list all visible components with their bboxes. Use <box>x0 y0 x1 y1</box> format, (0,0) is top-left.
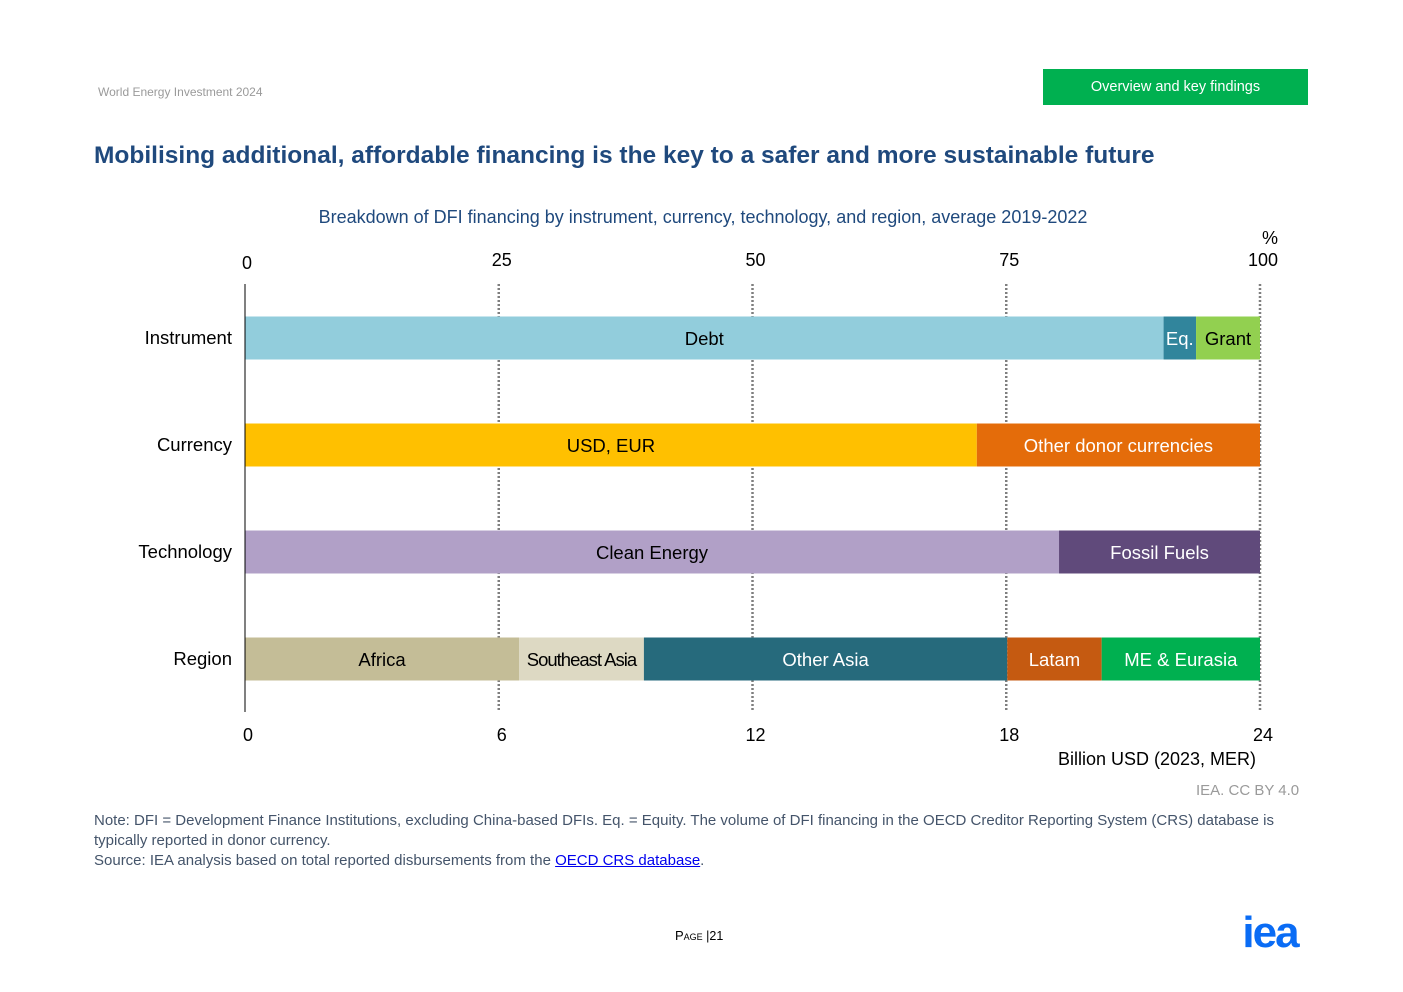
category-label-currency: Currency <box>157 434 233 455</box>
source-prefix: Source: IEA analysis based on total repo… <box>94 852 556 869</box>
top-tick-100: 100 <box>1248 250 1278 270</box>
category-label-technology: Technology <box>138 541 232 562</box>
category-label-region: Region <box>173 648 232 669</box>
top-tick-50: 50 <box>745 250 765 270</box>
chart-title: Breakdown of DFI financing by instrument… <box>319 207 1088 227</box>
bar-label-region-me-eurasia: ME & Eurasia <box>1124 649 1238 670</box>
bar-label-region-southeast-asia: Southeast Asia <box>527 649 638 670</box>
bars: Debt Eq. Grant USD, EUR Other donor currenci… <box>245 316 1260 681</box>
bar-label-region-other-asia: Other Asia <box>782 649 869 670</box>
bar-region-latam <box>1007 637 1102 681</box>
bar-currency-other-donor-currencies <box>976 423 1260 467</box>
category-label-instrument: Instrument <box>145 327 232 348</box>
top-tick-25: 25 <box>492 250 512 270</box>
bar-label-technology-clean-energy: Clean Energy <box>596 542 709 563</box>
bar-technology-clean-energy <box>245 530 1060 574</box>
top-axis-label: % <box>1262 228 1278 248</box>
bottom-axis-label: Billion USD (2023, MER) <box>1058 749 1256 769</box>
top-tick-75: 75 <box>999 250 1019 270</box>
bottom-tick-6: 6 <box>497 725 507 745</box>
bar-label-instrument-grant: Grant <box>1205 328 1251 349</box>
page-title: Mobilising additional, affordable financ… <box>94 142 1155 169</box>
bottom-axis-ticks: 0 6 12 18 24 <box>243 725 1273 745</box>
top-tick-0: 0 <box>242 253 252 273</box>
page-separator: | <box>706 929 710 943</box>
bar-region-other-asia <box>643 637 1008 681</box>
bar-currency-usd-eur <box>245 423 977 467</box>
bar-technology-fossil-fuels <box>1059 530 1260 574</box>
bottom-tick-24: 24 <box>1253 725 1273 745</box>
source-suffix: . <box>700 852 705 869</box>
bar-region-southeast-asia <box>519 637 644 681</box>
bar-label-currency-usd-eur: USD, EUR <box>567 435 655 456</box>
bar-instrument-debt <box>245 316 1164 360</box>
top-axis-ticks: 0 25 50 75 100 <box>242 250 1278 273</box>
bar-label-instrument-eq: Eq. <box>1166 328 1194 349</box>
bar-label-region-latam: Latam <box>1029 649 1080 670</box>
oecd-crs-link[interactable]: OECD CRS database <box>555 852 701 869</box>
license-credit: IEA. CC BY 4.0 <box>1196 782 1300 799</box>
bar-region-africa <box>245 637 520 681</box>
stacked-bar-chart: Breakdown of DFI financing by instrument… <box>138 207 1278 769</box>
page-number: Page |21 <box>675 928 723 943</box>
chart-source: Source: IEA analysis based on total repo… <box>94 852 704 869</box>
bar-label-technology-fossil-fuels: Fossil Fuels <box>1110 542 1209 563</box>
chart-note: Note: DFI = Development Finance Institut… <box>94 812 1274 849</box>
bottom-tick-12: 12 <box>745 725 765 745</box>
page-number-value: 21 <box>709 929 724 943</box>
bottom-tick-18: 18 <box>999 725 1019 745</box>
iea-logo: iea <box>1242 914 1302 954</box>
page-label: Page <box>675 928 703 943</box>
bar-label-region-africa: Africa <box>358 649 406 670</box>
section-badge[interactable]: Overview and key findings <box>1043 69 1308 105</box>
bottom-tick-0: 0 <box>243 725 253 745</box>
bar-label-instrument-debt: Debt <box>685 328 724 349</box>
category-labels: Instrument Currency Technology Region <box>138 327 232 669</box>
report-name: World Energy Investment 2024 <box>98 85 263 99</box>
bar-label-currency-other-donor-currencies: Other donor currencies <box>1024 435 1213 456</box>
bar-instrument-grant <box>1196 316 1260 360</box>
bar-instrument-eq <box>1163 316 1197 360</box>
bar-region-me-eurasia <box>1101 637 1260 681</box>
iea-logo-text: iea <box>1242 914 1300 954</box>
